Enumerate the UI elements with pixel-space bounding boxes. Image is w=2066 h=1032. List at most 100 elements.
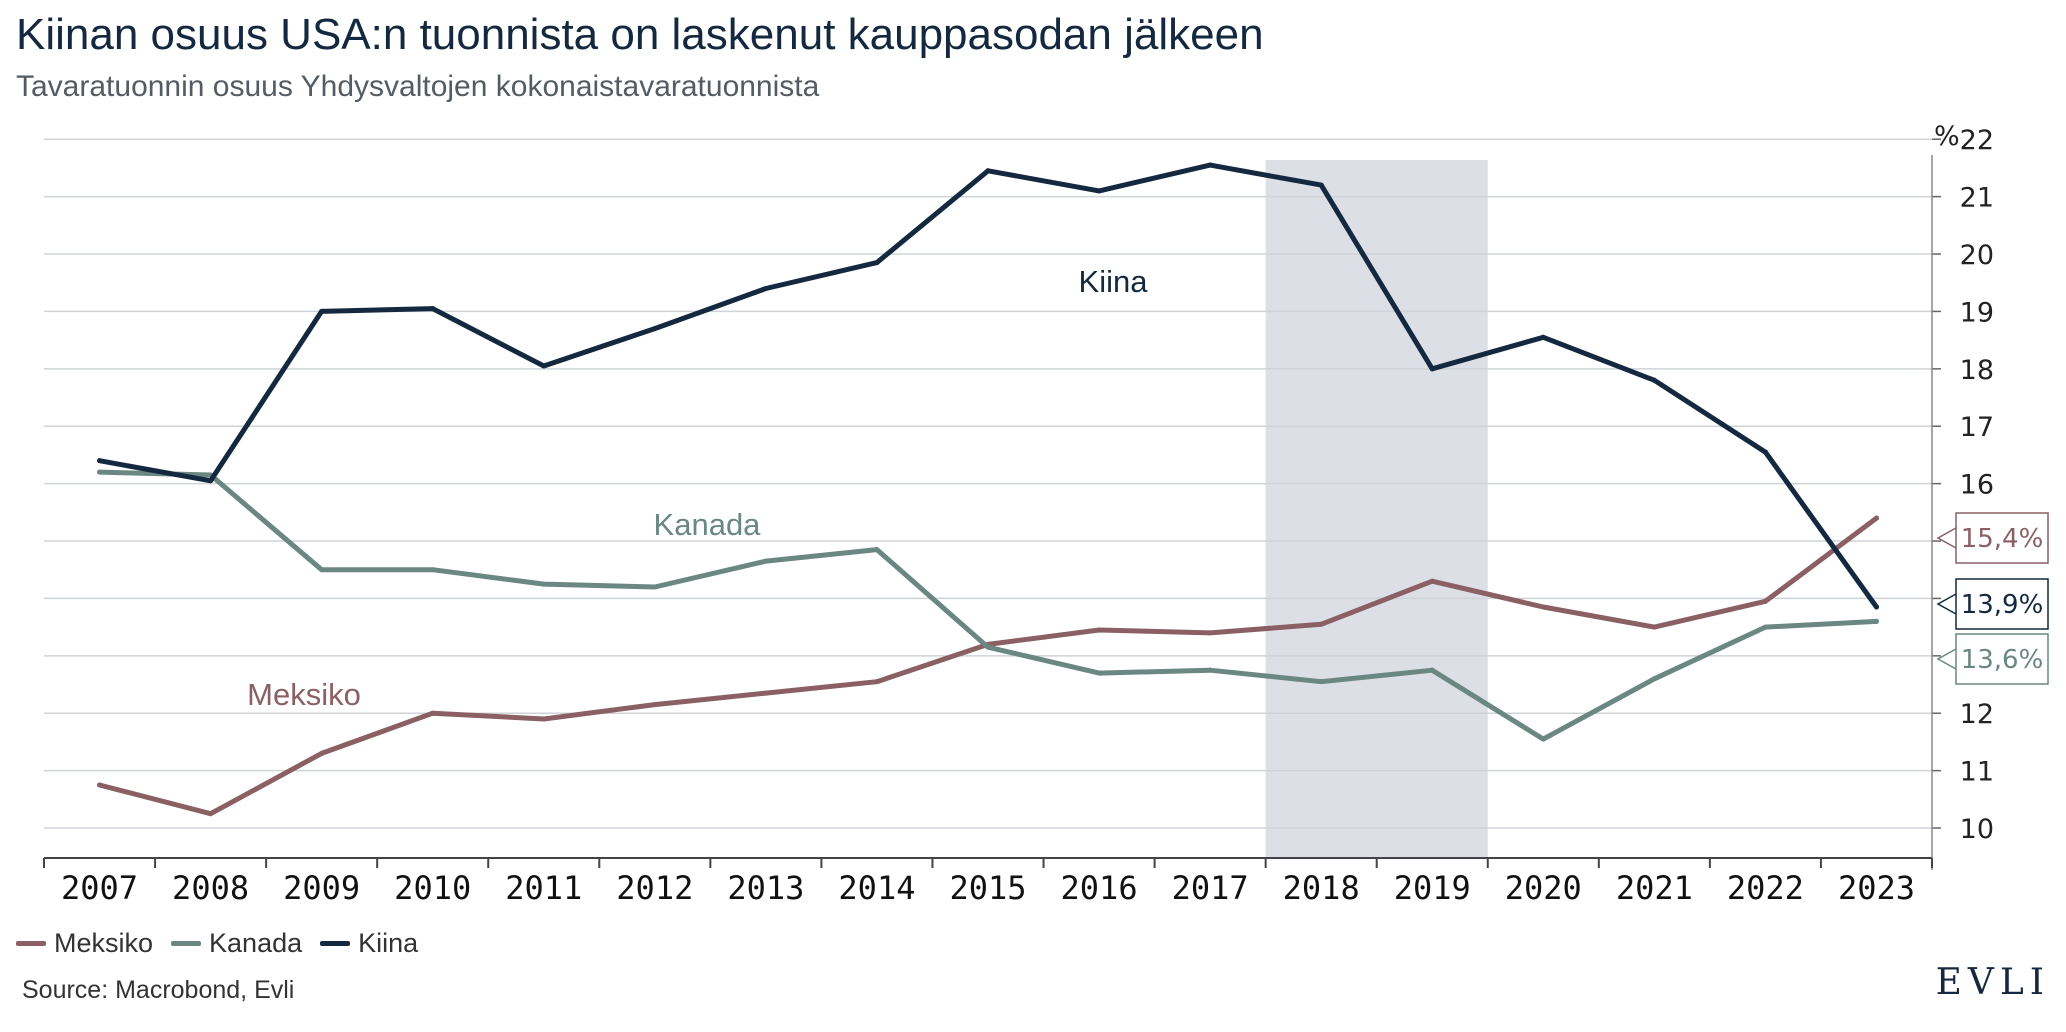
xtick-label-2018: 2018 [1283, 869, 1360, 907]
data-point-kiina-2019 [1429, 366, 1435, 372]
ytick-label-19: 19 [1960, 297, 1994, 328]
data-point-kanada-2017 [1207, 667, 1213, 673]
data-point-meksiko-2007 [97, 782, 103, 788]
evli-logo: EVLI [1935, 962, 2050, 1003]
data-point-kanada-2014 [874, 547, 880, 553]
data-point-meksiko-2019 [1429, 578, 1435, 584]
xtick-label-2022: 2022 [1727, 869, 1804, 907]
callout-box-kiina [1955, 578, 2049, 630]
data-point-kiina-2020 [1540, 334, 1546, 340]
data-point-kanada-2018 [1318, 679, 1324, 685]
ytick-label-21: 21 [1960, 183, 1994, 214]
legend-label-meksiko: Meksiko [54, 928, 154, 958]
callout-pointer-kiina [1936, 593, 1957, 615]
data-point-kiina-2008 [208, 478, 214, 484]
data-point-kiina-2010 [430, 306, 436, 312]
legend-item-kanada: Kanada [171, 928, 302, 959]
xtick-label-2021: 2021 [1616, 869, 1693, 907]
xtick-label-2016: 2016 [1061, 869, 1138, 907]
series-line-kanada [97, 469, 1879, 742]
ytick-label-22: 22 [1960, 125, 1994, 156]
data-point-kanada-2016 [1096, 670, 1102, 676]
data-point-kanada-2021 [1651, 676, 1657, 682]
series-line-meksiko [97, 515, 1879, 817]
data-point-kanada-2010 [430, 567, 436, 573]
series-label-kanada: Kanada [654, 507, 762, 542]
data-point-meksiko-2011 [541, 716, 547, 722]
data-point-kiina-2007 [97, 458, 103, 464]
legend-item-kiina: Kiina [320, 928, 418, 959]
data-point-kanada-2012 [652, 584, 658, 590]
data-point-meksiko-2021 [1651, 624, 1657, 630]
data-point-kiina-2014 [874, 260, 880, 266]
end-value-callout-meksiko: 15,4% [1936, 512, 2049, 564]
data-point-meksiko-2022 [1762, 598, 1768, 604]
data-point-kiina-2017 [1207, 162, 1213, 168]
data-point-meksiko-2018 [1318, 621, 1324, 627]
legend: Meksiko Kanada Kiina [16, 928, 418, 959]
data-point-kiina-2022 [1762, 449, 1768, 455]
xtick-label-2019: 2019 [1394, 869, 1471, 907]
data-point-meksiko-2012 [652, 702, 658, 708]
data-point-meksiko-2023 [1873, 515, 1879, 521]
data-point-kiina-2009 [319, 308, 325, 314]
chart-title: Kiinan osuus USA:n tuonnista on laskenut… [16, 10, 1264, 59]
callout-pointer-meksiko [1936, 527, 1957, 549]
source-note: Source: Macrobond, Evli [22, 976, 295, 1004]
legend-item-meksiko: Meksiko [16, 928, 153, 959]
xtick-label-2012: 2012 [616, 869, 693, 907]
ytick-label-16: 16 [1960, 470, 1994, 501]
data-point-kanada-2022 [1762, 624, 1768, 630]
y-axis-unit-label: % [1934, 121, 1960, 152]
end-value-callout-kiina: 13,9% [1936, 578, 2049, 630]
ytick-label-12: 12 [1960, 699, 1994, 730]
legend-swatch-kanada [171, 941, 202, 946]
callout-pointer-kanada [1936, 648, 1957, 670]
legend-label-kiina: Kiina [358, 928, 419, 958]
data-point-meksiko-2016 [1096, 627, 1102, 633]
callout-box-kanada [1955, 633, 2049, 685]
data-point-kiina-2012 [652, 326, 658, 332]
data-point-kanada-2011 [541, 581, 547, 587]
ytick-label-11: 11 [1960, 757, 1994, 788]
ytick-label-20: 20 [1960, 240, 1994, 271]
data-point-kiina-2013 [763, 285, 769, 291]
legend-swatch-kiina [320, 941, 351, 946]
ytick-label-17: 17 [1960, 412, 1994, 443]
legend-label-kanada: Kanada [209, 928, 303, 958]
series-label-kiina: Kiina [1079, 264, 1149, 299]
chart-subtitle: Tavaratuonnin osuus Yhdysvaltojen kokona… [16, 70, 820, 103]
end-value-label-meksiko: 15,4% [1961, 524, 2044, 554]
data-point-meksiko-2010 [430, 710, 436, 716]
data-point-meksiko-2017 [1207, 630, 1213, 636]
data-point-meksiko-2009 [319, 750, 325, 756]
data-point-meksiko-2008 [208, 811, 214, 817]
data-point-kanada-2020 [1540, 736, 1546, 742]
data-point-kiina-2011 [541, 363, 547, 369]
data-point-meksiko-2014 [874, 679, 880, 685]
data-point-kiina-2015 [985, 168, 991, 174]
legend-swatch-meksiko [16, 941, 46, 946]
xtick-label-2011: 2011 [505, 869, 582, 907]
xtick-label-2020: 2020 [1505, 869, 1582, 907]
ytick-label-10: 10 [1960, 814, 1994, 845]
data-point-kanada-2009 [319, 567, 325, 573]
data-point-meksiko-2013 [763, 690, 769, 696]
data-point-kiina-2021 [1651, 377, 1657, 383]
xtick-label-2015: 2015 [949, 869, 1026, 907]
callout-box-meksiko [1955, 512, 2049, 564]
data-point-kiina-2016 [1096, 188, 1102, 194]
series-label-meksiko: Meksiko [247, 677, 361, 712]
ytick-label-18: 18 [1960, 355, 1994, 386]
data-point-kanada-2013 [763, 558, 769, 564]
data-point-kanada-2023 [1873, 618, 1879, 624]
xtick-label-2014: 2014 [838, 869, 915, 907]
xtick-label-2010: 2010 [394, 869, 471, 907]
xtick-label-2017: 2017 [1172, 869, 1249, 907]
xtick-label-2009: 2009 [283, 869, 360, 907]
shaded-region-trade-war [1265, 160, 1488, 858]
xtick-label-2007: 2007 [61, 869, 138, 907]
data-point-kiina-2023 [1873, 604, 1879, 610]
xtick-label-2013: 2013 [727, 869, 804, 907]
data-point-kanada-2007 [97, 469, 103, 475]
